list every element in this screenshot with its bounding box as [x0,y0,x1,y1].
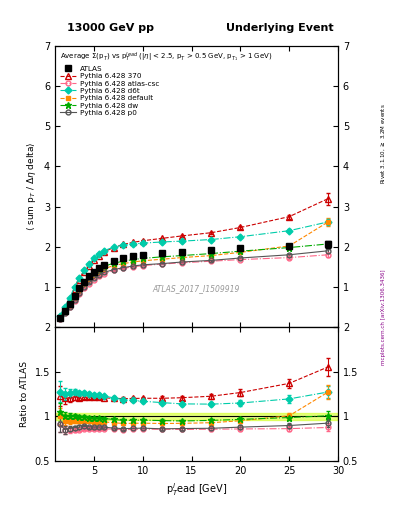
Y-axis label: Ratio to ATLAS: Ratio to ATLAS [20,361,29,427]
Text: mcplots.cern.ch [arXiv:1306.3436]: mcplots.cern.ch [arXiv:1306.3436] [381,270,386,365]
Text: Underlying Event: Underlying Event [226,23,334,33]
X-axis label: p$_T^{l}$ead [GeV]: p$_T^{l}$ead [GeV] [166,481,227,498]
Text: Rivet 3.1.10, $\geq$ 3.2M events: Rivet 3.1.10, $\geq$ 3.2M events [379,103,387,184]
Y-axis label: $\langle$ sum p$_T$ / $\Delta\eta$ delta$\rangle$: $\langle$ sum p$_T$ / $\Delta\eta$ delta… [26,142,39,231]
Text: ATLAS_2017_I1509919: ATLAS_2017_I1509919 [153,284,240,293]
Text: 13000 GeV pp: 13000 GeV pp [67,23,154,33]
Legend: ATLAS, Pythia 6.428 370, Pythia 6.428 atlas-csc, Pythia 6.428 d6t, Pythia 6.428 : ATLAS, Pythia 6.428 370, Pythia 6.428 at… [59,50,274,117]
Bar [55,413,338,420]
